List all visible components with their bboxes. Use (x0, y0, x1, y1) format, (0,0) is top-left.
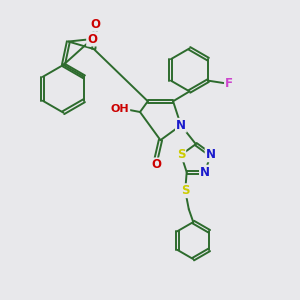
Text: O: O (90, 18, 100, 31)
Text: O: O (151, 158, 161, 171)
Text: OH: OH (111, 104, 129, 114)
Text: N: N (206, 148, 216, 161)
Text: N: N (176, 119, 186, 132)
Text: N: N (200, 166, 210, 179)
Text: S: S (181, 184, 190, 197)
Text: F: F (225, 76, 233, 89)
Text: S: S (177, 148, 185, 161)
Text: O: O (87, 32, 97, 46)
